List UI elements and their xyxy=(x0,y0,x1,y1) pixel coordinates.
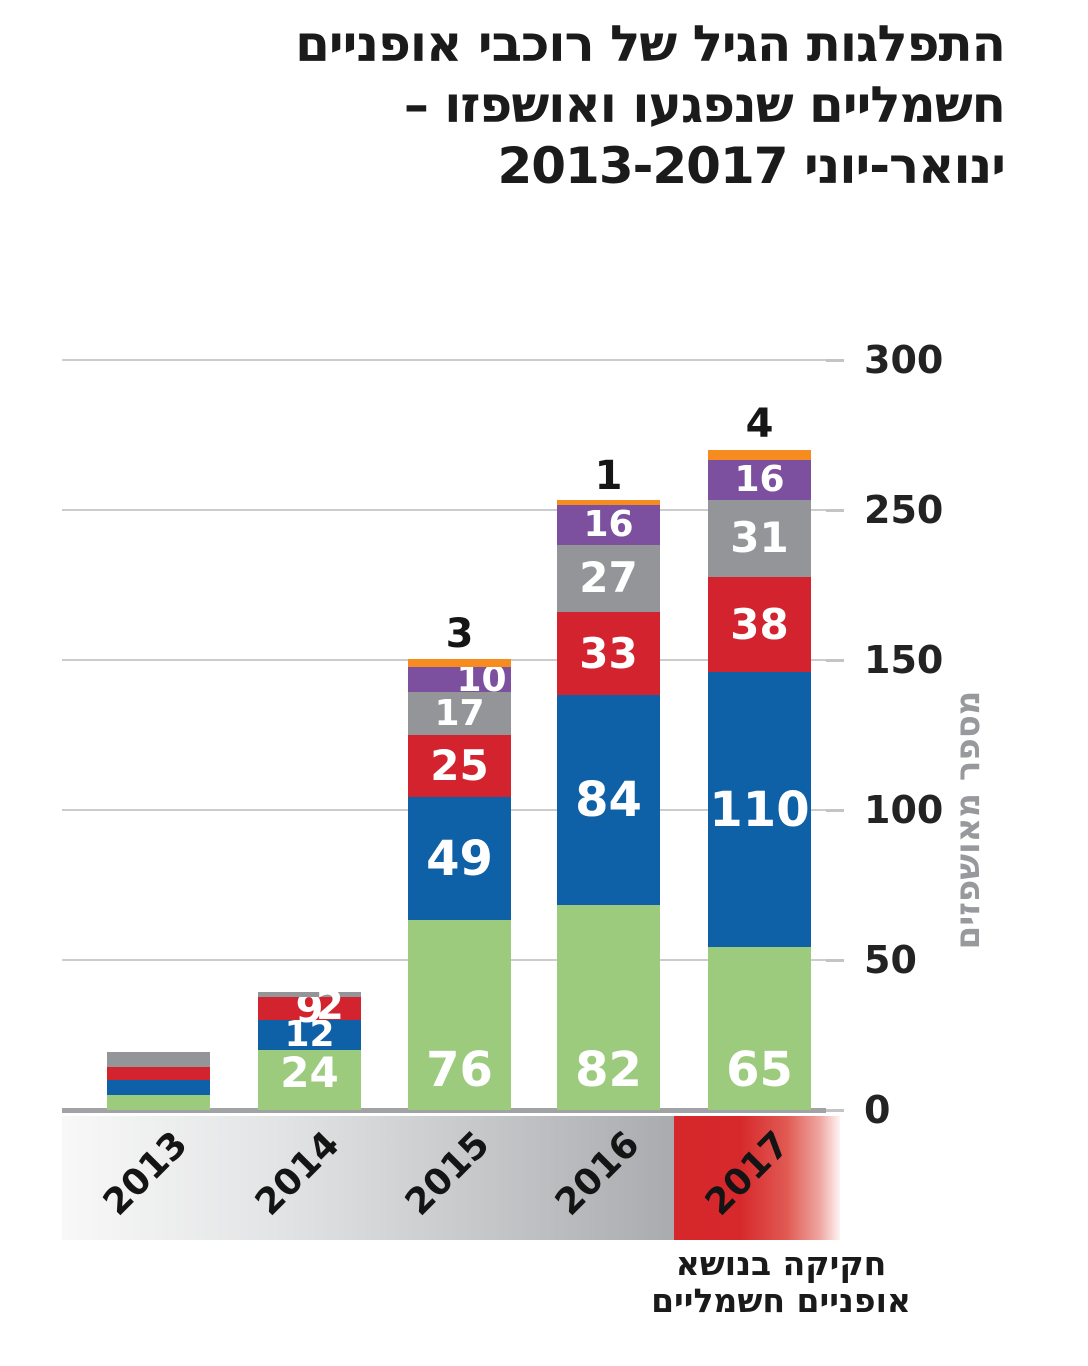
gridline-250 xyxy=(62,509,826,511)
bar-segment-gray-2015: 17 xyxy=(408,692,511,735)
bar-value-label-purple-2016: 16 xyxy=(583,504,634,545)
bar-segment-blue-2017: 110 xyxy=(708,672,811,947)
bar-value-label-gray-2014: 2 xyxy=(316,983,344,1029)
y-tick-label-50: 50 xyxy=(864,938,917,982)
bar-value-label-red-2017: 38 xyxy=(730,599,789,649)
chart-title-line-1: התפלגות הגיל של רוכבי אופניים xyxy=(295,15,1006,73)
bar-segment-red-2014: 9 xyxy=(258,989,361,1029)
chart-title-line-2: חשמליים שנפגעו ואושפזו – xyxy=(403,76,1006,134)
bar-segment-purple-2017: 16 xyxy=(708,460,811,500)
bar-value-label-green-2014: 24 xyxy=(280,1048,339,1097)
bar-segment-green-2014: 24 xyxy=(258,1050,361,1110)
bar-segment-gray-2013 xyxy=(107,1052,210,1067)
bar-value-label-gray-2017: 31 xyxy=(730,513,789,562)
x-axis-line xyxy=(62,1108,826,1113)
bar-value-label-purple-2017: 16 xyxy=(734,459,785,500)
bar-value-label-green-2017: 65 xyxy=(726,1042,793,1098)
y-tick-label-100: 100 xyxy=(864,788,944,832)
bar-segment-purple-2016: 16 xyxy=(557,505,660,545)
bar-top-label-2016: 1 xyxy=(594,453,623,499)
bar-2017: 65 110 38 31 16 4 xyxy=(708,404,811,1110)
y-tick-0 xyxy=(826,1109,844,1112)
y-tick-label-150: 150 xyxy=(864,638,944,682)
gridline-300 xyxy=(62,359,826,361)
chart-title: התפלגות הגיל של רוכבי אופניים חשמליים שנ… xyxy=(295,14,1006,197)
bar-segment-green-2015: 76 xyxy=(408,920,511,1110)
legislation-annotation: חקיקה בנושא אופניים חשמליים xyxy=(601,1244,961,1320)
bar-value-label-gray-2016: 27 xyxy=(579,553,638,602)
bar-segment-blue-2013 xyxy=(107,1080,210,1095)
bar-value-label-red-2016: 33 xyxy=(579,628,638,678)
y-tick-label-300: 300 xyxy=(864,338,944,382)
y-tick-label-250: 250 xyxy=(864,488,944,532)
bar-value-label-green-2015: 76 xyxy=(426,1042,493,1098)
bar-value-label-blue-2016: 84 xyxy=(575,772,642,828)
bar-segment-purple-2015: 10 xyxy=(408,661,511,697)
bar-segment-gray-2017: 31 xyxy=(708,499,811,577)
y-axis-title: מספר מאושפזים xyxy=(948,690,988,950)
bar-segment-green-2017: 65 xyxy=(708,947,811,1110)
bar-2013 xyxy=(107,1052,210,1110)
bar-segment-red-2017: 38 xyxy=(708,577,811,672)
bar-segment-blue-2015: 49 xyxy=(408,797,511,920)
bar-segment-red-2013 xyxy=(107,1067,210,1080)
x-axis-band-gray-gradient xyxy=(62,1116,674,1240)
bar-segment-gray-2016: 27 xyxy=(557,544,660,612)
bar-segment-orange-2015 xyxy=(408,659,511,667)
y-tick-250 xyxy=(826,509,844,512)
bar-segment-green-2016: 82 xyxy=(557,905,660,1110)
bar-value-label-green-2016: 82 xyxy=(575,1042,642,1098)
bar-value-label-blue-2014: 12 xyxy=(284,1014,335,1055)
bar-value-label-purple-2015: 10 xyxy=(456,658,507,700)
bar-segment-gray-2014: 2 xyxy=(258,986,361,1026)
bar-top-label-2015: 3 xyxy=(445,611,474,657)
bar-segment-blue-2016: 84 xyxy=(557,695,660,905)
bar-segment-red-2016: 33 xyxy=(557,612,660,695)
bar-2016: 82 84 33 27 16 1 xyxy=(557,456,660,1110)
y-tick-100 xyxy=(826,809,844,812)
y-tick-150 xyxy=(826,659,844,662)
bar-segment-blue-2014: 12 xyxy=(258,1014,361,1055)
x-axis-band-red-highlight xyxy=(674,1116,840,1240)
bar-segment-red-2015: 25 xyxy=(408,734,511,797)
legislation-annotation-line-1: חקיקה בנושא xyxy=(675,1244,887,1283)
bar-segment-green-2013 xyxy=(107,1095,210,1110)
bar-value-label-blue-2017: 110 xyxy=(709,781,810,838)
legislation-annotation-line-2: אופניים חשמליים xyxy=(651,1280,911,1320)
chart-title-line-3: ינואר-יוני 2013-2017 xyxy=(497,137,1006,195)
bar-value-label-blue-2015: 49 xyxy=(426,830,493,887)
bar-segment-orange-2016 xyxy=(557,500,660,505)
bar-top-label-2017: 4 xyxy=(745,401,774,447)
bar-value-label-red-2015: 25 xyxy=(430,740,489,790)
y-tick-50 xyxy=(826,959,844,962)
bar-2014: 24 12 9 2 xyxy=(258,986,361,1110)
y-tick-300 xyxy=(826,359,844,362)
bar-segment-orange-2017 xyxy=(708,450,811,460)
bar-value-label-gray-2015: 17 xyxy=(434,692,485,734)
y-tick-label-0: 0 xyxy=(864,1088,891,1132)
bar-2015: 76 49 25 17 10 3 xyxy=(408,614,511,1110)
